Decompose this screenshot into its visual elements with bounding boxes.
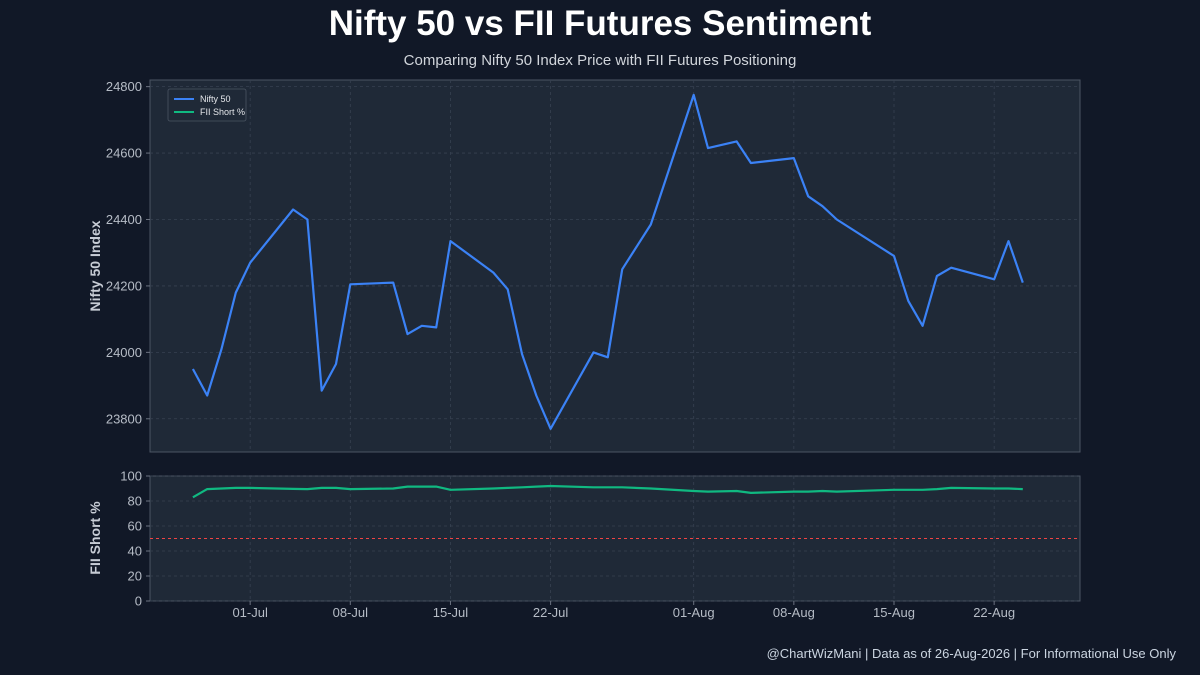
fii-y-tick-label: 60 bbox=[128, 519, 142, 534]
x-axis: 01-Jul 08-Jul 15-Jul 22-Jul 01-Aug 08-Aug 15-A… bbox=[232, 601, 1015, 620]
nifty-grid bbox=[150, 80, 1080, 452]
nifty-y-tick-label: 24800 bbox=[106, 79, 142, 94]
legend-label-nifty: Nifty 50 bbox=[200, 94, 231, 104]
x-tick-label: 08-Aug bbox=[773, 605, 815, 620]
x-tick-label: 01-Aug bbox=[673, 605, 715, 620]
x-tick-label: 15-Jul bbox=[433, 605, 469, 620]
x-tick-label: 22-Jul bbox=[533, 605, 569, 620]
nifty-y-axis: 23800 24000 24200 24400 24600 24800 bbox=[106, 79, 150, 426]
nifty-panel: 23800 24000 24200 24400 24600 24800 Nifty 50 … bbox=[87, 79, 1081, 453]
x-tick-label: 08-Jul bbox=[333, 605, 369, 620]
fii-y-axis-label: FII Short % bbox=[87, 501, 103, 575]
fii-series-line bbox=[192, 484, 1023, 499]
legend: Nifty 50 FII Short % bbox=[167, 88, 247, 122]
fii-grid bbox=[150, 475, 1080, 602]
nifty-y-axis-label: Nifty 50 Index bbox=[87, 220, 103, 311]
nifty-y-tick-label: 24400 bbox=[106, 212, 142, 227]
nifty-series-line bbox=[191, 93, 1024, 430]
fii-y-tick-label: 40 bbox=[128, 544, 142, 559]
footer-note: @ChartWizMani | Data as of 26-Aug-2026 |… bbox=[766, 646, 1176, 661]
fii-y-tick-label: 80 bbox=[128, 494, 142, 509]
nifty-y-tick-label: 24600 bbox=[106, 146, 142, 161]
fii-series bbox=[192, 484, 1023, 499]
nifty-y-tick-label: 24200 bbox=[106, 278, 142, 293]
chart-title: Nifty 50 vs FII Futures Sentiment bbox=[328, 4, 872, 43]
chart-subtitle: Comparing Nifty 50 Index Price with FII … bbox=[403, 52, 797, 69]
nifty-series bbox=[191, 93, 1024, 430]
x-tick-label: 22-Aug bbox=[973, 605, 1015, 620]
nifty-y-tick-label: 23800 bbox=[106, 411, 142, 426]
fii-y-axis: 0 20 40 60 80 100 bbox=[120, 469, 150, 609]
nifty-panel-background bbox=[149, 79, 1081, 453]
x-tick-label: 15-Aug bbox=[873, 605, 915, 620]
fii-y-tick-label: 20 bbox=[128, 569, 142, 584]
fii-y-tick-label: 0 bbox=[135, 594, 142, 609]
legend-label-fii: FII Short % bbox=[200, 107, 245, 117]
x-tick-label: 01-Jul bbox=[232, 605, 268, 620]
fii-y-tick-label: 100 bbox=[120, 469, 142, 484]
nifty-y-tick-label: 24000 bbox=[106, 345, 142, 360]
